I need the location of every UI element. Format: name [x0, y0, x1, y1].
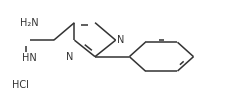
Text: HCl: HCl: [12, 80, 29, 91]
Text: N: N: [66, 52, 73, 62]
Text: N: N: [117, 35, 124, 45]
Text: H₂N: H₂N: [20, 18, 39, 28]
Text: HN: HN: [22, 53, 37, 63]
